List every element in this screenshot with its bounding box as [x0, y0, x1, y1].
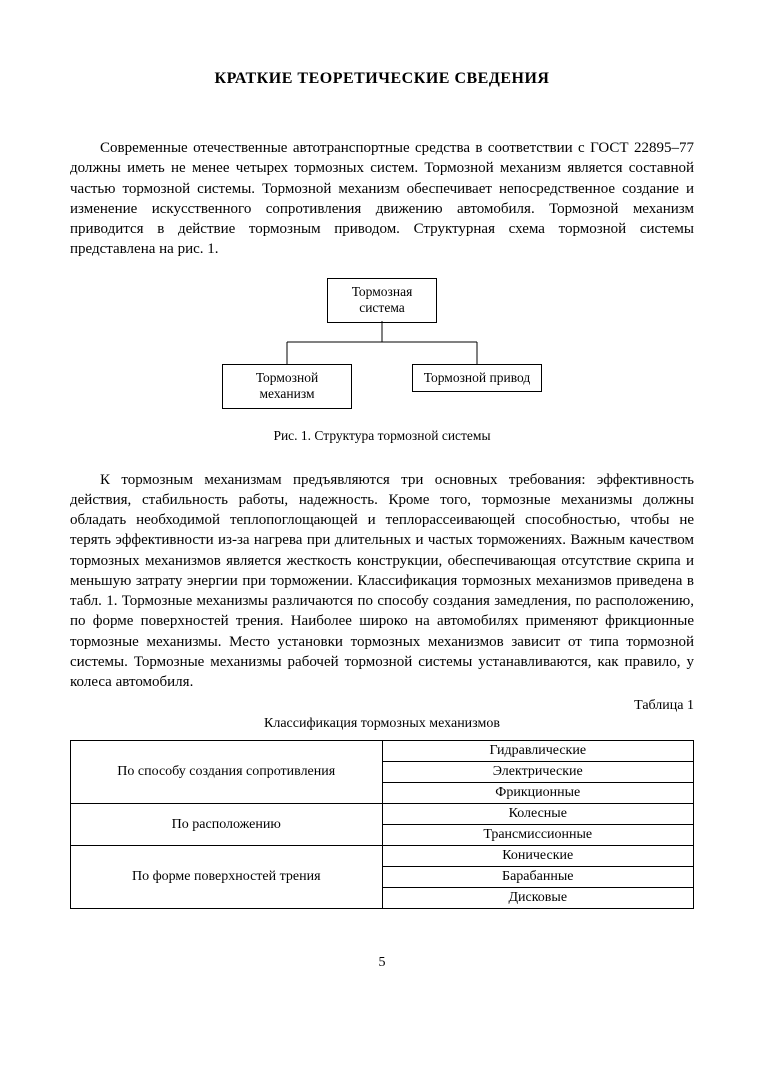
item-cell: Электрические	[382, 762, 694, 783]
page: КРАТКИЕ ТЕОРЕТИЧЕСКИЕ СВЕДЕНИЯ Современн…	[0, 0, 764, 1001]
figure-1-diagram: Тормозная система Тормозной механизм Тор…	[212, 278, 552, 418]
page-title: КРАТКИЕ ТЕОРЕТИЧЕСКИЕ СВЕДЕНИЯ	[70, 70, 694, 88]
figure-1-caption: Рис. 1. Структура тормозной системы	[70, 428, 694, 444]
table-1-body: По способу создания сопротивления Гидрав…	[71, 741, 694, 909]
item-cell: Конические	[382, 846, 694, 867]
criterion-cell: По способу создания сопротивления	[71, 741, 383, 804]
table-row: По форме поверхностей трения Конические	[71, 846, 694, 867]
item-cell: Дисковые	[382, 888, 694, 909]
item-cell: Трансмиссионные	[382, 825, 694, 846]
item-cell: Фрикционные	[382, 783, 694, 804]
page-number: 5	[70, 955, 694, 971]
item-cell: Барабанные	[382, 867, 694, 888]
criterion-cell: По расположению	[71, 804, 383, 846]
criterion-cell: По форме поверхностей трения	[71, 846, 383, 909]
paragraph-2: К тормозным механизмам предъявляются три…	[70, 470, 694, 693]
table-1-caption: Классификация тормозных механизмов	[70, 716, 694, 732]
diagram-node-left: Тормозной механизм	[222, 364, 352, 410]
table-row: По расположению Колесные	[71, 804, 694, 825]
paragraph-1: Современные отечественные автотранспортн…	[70, 138, 694, 260]
diagram-node-top: Тормозная система	[327, 278, 437, 324]
item-cell: Колесные	[382, 804, 694, 825]
table-1: По способу создания сопротивления Гидрав…	[70, 740, 694, 909]
table-row: По способу создания сопротивления Гидрав…	[71, 741, 694, 762]
diagram-node-right: Тормозной привод	[412, 364, 542, 393]
item-cell: Гидравлические	[382, 741, 694, 762]
table-1-label: Таблица 1	[70, 698, 694, 714]
